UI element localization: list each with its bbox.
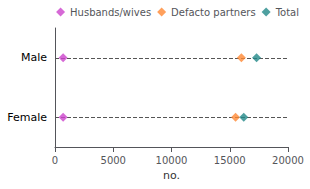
svg-text:0: 0 [52, 155, 58, 166]
svg-text:Male: Male [21, 51, 47, 64]
svg-text:10000: 10000 [156, 155, 188, 166]
svg-text:Husbands/wives: Husbands/wives [70, 7, 151, 18]
svg-text:no.: no. [163, 169, 180, 182]
svg-text:Defacto partners: Defacto partners [171, 7, 256, 18]
svg-text:Female: Female [7, 111, 47, 124]
svg-text:15000: 15000 [214, 155, 246, 166]
svg-text:20000: 20000 [272, 155, 304, 166]
svg-text:Total: Total [275, 7, 299, 18]
svg-text:5000: 5000 [101, 155, 126, 166]
